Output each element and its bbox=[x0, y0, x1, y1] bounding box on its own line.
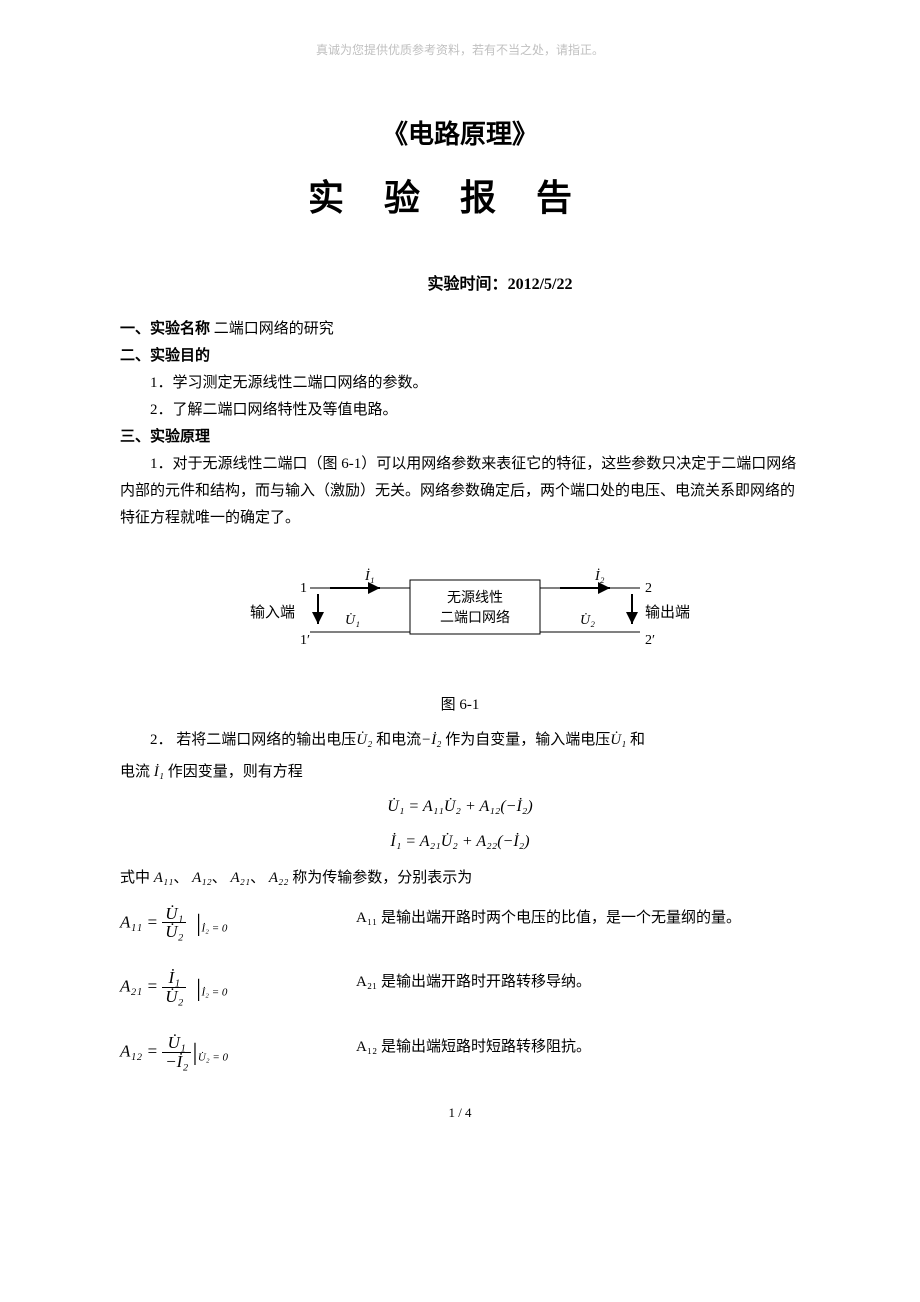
dg-right-label: 输出端 bbox=[645, 604, 690, 621]
pl-a21: A₂₁ bbox=[230, 870, 250, 886]
def1-sym: A₁₁ bbox=[120, 912, 142, 931]
pl-sep3: 、 bbox=[250, 870, 265, 886]
s3-p2: 2． 若将二端口网络的输出电压U̇₂ 和电流−İ₂ 作为自变量，输入端电压U̇₁… bbox=[120, 725, 800, 755]
watermark-text: 真诚为您提供优质参考资料，若有不当之处，请指正。 bbox=[120, 40, 800, 62]
def3-cond: U̇₂ = 0 bbox=[198, 1052, 228, 1064]
two-port-diagram: 输入端 输出端 无源线性 二端口网络 1 1′ 2 2′ İ₁ İ₂ U̇₁ U… bbox=[200, 552, 720, 682]
def2-den: U̇₂ bbox=[162, 988, 186, 1006]
title-bracket: 《电路原理》 bbox=[120, 112, 800, 159]
pl-a12: A₁₂ bbox=[192, 870, 212, 886]
dg-t1p: 1′ bbox=[300, 633, 310, 648]
dg-box-l1: 无源线性 bbox=[447, 590, 503, 606]
dg-t1: 1 bbox=[300, 581, 307, 596]
def1-math: A₁₁ = U̇₁U̇₂ |İ₂ = 0 bbox=[120, 905, 340, 942]
s1-label: 一、实验名称 bbox=[120, 321, 210, 337]
def1-num: U̇₁ bbox=[162, 905, 186, 924]
s3-p2-line2: 电流 İ₁ 作因变量，则有方程 bbox=[120, 757, 800, 787]
p2-mi2: −İ₂ bbox=[421, 732, 441, 748]
equation-1: U̇₁ = A₁₁U̇₂ + A₁₂(−İ₂) bbox=[120, 793, 800, 822]
def3-sym: A₁₂ bbox=[120, 1041, 142, 1060]
date-label: 实验时间： bbox=[428, 276, 508, 293]
p2-i1: İ₁ bbox=[154, 764, 164, 780]
p2c: 作为自变量，输入端电压 bbox=[445, 732, 610, 748]
def1-desc: A₁₁ 是输出端开路时两个电压的比值，是一个无量纲的量。 bbox=[356, 905, 800, 942]
def2-desc: A₂₁ 是输出端开路时开路转移导纳。 bbox=[356, 969, 800, 1006]
def3-desc: A₁₂ 是输出端短路时短路转移阻抗。 bbox=[356, 1034, 800, 1071]
section1-head: 一、实验名称 二端口网络的研究 bbox=[120, 316, 800, 343]
equation-2: İ₁ = A₂₁U̇₂ + A₂₂(−İ₂) bbox=[120, 828, 800, 857]
dg-t2p: 2′ bbox=[645, 633, 655, 648]
pl-sep1: 、 bbox=[173, 870, 188, 886]
p2f: 作因变量，则有方程 bbox=[168, 764, 303, 780]
dg-box-l2: 二端口网络 bbox=[440, 610, 510, 626]
def2-num: İ₁ bbox=[162, 969, 186, 988]
def3-math: A₁₂ = U̇₁−İ₂|U̇₂ = 0 bbox=[120, 1034, 340, 1071]
p2e: 电流 bbox=[120, 764, 150, 780]
def2-cond: İ₂ = 0 bbox=[202, 987, 228, 999]
pl-sep2: 、 bbox=[212, 870, 227, 886]
s2-item1: 1．学习测定无源线性二端口网络的参数。 bbox=[120, 370, 800, 397]
dg-t2: 2 bbox=[645, 581, 652, 596]
p2a: 2． 若将二端口网络的输出电压 bbox=[120, 732, 356, 748]
params-line: 式中 A₁₁、 A₁₂、 A₂₁、 A₂₂ 称为传输参数，分别表示为 bbox=[120, 863, 800, 893]
dg-i1: İ₁ bbox=[364, 568, 375, 584]
definitions-grid: A₁₁ = U̇₁U̇₂ |İ₂ = 0 A₁₁ 是输出端开路时两个电压的比值，… bbox=[120, 905, 800, 1071]
pl-a11: A₁₁ bbox=[154, 870, 174, 886]
p2-u1: U̇₁ bbox=[610, 732, 626, 748]
page-number: 1 / 4 bbox=[120, 1101, 800, 1124]
def2-sym: A₂₁ bbox=[120, 977, 142, 996]
s3-p1: 1．对于无源线性二端口（图 6-1）可以用网络参数来表征它的特征，这些参数只决定… bbox=[120, 451, 800, 532]
pl-pre: 式中 bbox=[120, 870, 150, 886]
p2b: 和电流 bbox=[376, 732, 421, 748]
s2-item2: 2．了解二端口网络特性及等值电路。 bbox=[120, 397, 800, 424]
date-value: 2012/5/22 bbox=[508, 276, 573, 293]
s1-name: 二端口网络的研究 bbox=[214, 321, 334, 337]
pl-post: 称为传输参数，分别表示为 bbox=[292, 870, 472, 886]
def3-num: U̇₁ bbox=[162, 1034, 191, 1053]
section2-head: 二、实验目的 bbox=[120, 343, 800, 370]
date-line: 实验时间：2012/5/22 bbox=[120, 271, 800, 300]
pl-a22: A₂₂ bbox=[269, 870, 289, 886]
title-main: 实验报告 bbox=[120, 166, 800, 231]
section3-head: 三、实验原理 bbox=[120, 424, 800, 451]
figure-caption: 图 6-1 bbox=[120, 692, 800, 719]
def1-den: U̇₂ bbox=[162, 923, 186, 941]
dg-i2: İ₂ bbox=[594, 568, 605, 584]
p2d: 和 bbox=[630, 732, 645, 748]
def2-math: A₂₁ = İ₁U̇₂ |İ₂ = 0 bbox=[120, 969, 340, 1006]
dg-left-label: 输入端 bbox=[250, 604, 295, 621]
def1-cond: İ₂ = 0 bbox=[202, 922, 228, 934]
p2-u2: U̇₂ bbox=[356, 732, 372, 748]
def3-den: −İ₂ bbox=[162, 1053, 191, 1071]
dg-u1: U̇₁ bbox=[345, 612, 360, 628]
dg-u2: U̇₂ bbox=[580, 612, 595, 628]
